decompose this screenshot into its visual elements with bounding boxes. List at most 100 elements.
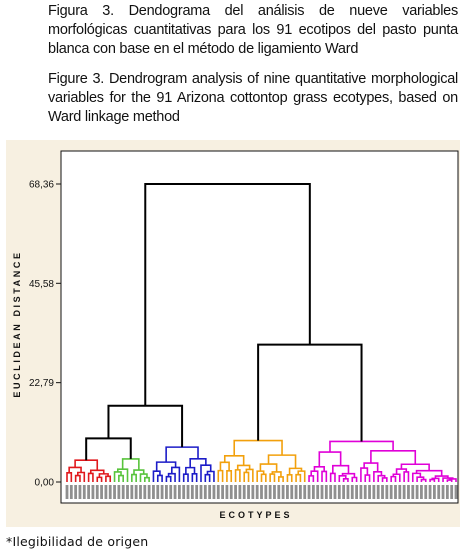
dendrogram-link bbox=[256, 470, 265, 482]
dendrogram-link bbox=[434, 475, 449, 479]
leaf-label bbox=[337, 485, 341, 499]
leaf-label bbox=[221, 485, 224, 499]
leaf-label bbox=[415, 485, 419, 499]
leaf-label bbox=[346, 485, 350, 499]
dendrogram-link bbox=[370, 450, 417, 465]
dendrogram-link bbox=[416, 476, 425, 482]
dendrogram-link bbox=[182, 473, 189, 482]
dendrogram-link bbox=[121, 458, 140, 471]
leaf-label bbox=[333, 485, 337, 499]
dendrogram-link bbox=[308, 475, 315, 482]
leaf-label bbox=[208, 485, 212, 499]
y-tick-label: 68,36 bbox=[29, 180, 54, 191]
dendrogram-link bbox=[400, 463, 430, 471]
dendrogram-link bbox=[68, 466, 82, 473]
leaf-label bbox=[290, 485, 294, 499]
dendrogram-link bbox=[118, 474, 124, 482]
leaf-label bbox=[398, 485, 402, 499]
leaf-label bbox=[234, 485, 237, 499]
leaf-label bbox=[450, 485, 454, 499]
leaf-label bbox=[264, 485, 268, 499]
dendrogram-link bbox=[200, 464, 212, 482]
leaf-label bbox=[260, 485, 263, 499]
x-axis-label: ECOTYPES bbox=[219, 510, 292, 520]
leaf-label bbox=[394, 485, 397, 499]
leaf-label bbox=[277, 485, 281, 499]
leaf-label bbox=[78, 485, 82, 499]
leaf-label bbox=[454, 485, 458, 499]
leaf-label bbox=[329, 485, 333, 499]
dendrogram-link bbox=[448, 478, 457, 482]
leaf-label bbox=[432, 485, 436, 499]
leaf-label bbox=[203, 485, 207, 499]
dendrogram-link bbox=[329, 440, 394, 453]
dendrogram-link bbox=[77, 471, 86, 482]
leaf-label bbox=[324, 485, 328, 499]
leaf-label bbox=[160, 485, 164, 499]
leaf-label bbox=[286, 485, 289, 499]
leaf-label bbox=[143, 485, 147, 499]
leaf-label bbox=[199, 485, 203, 499]
leaf-label bbox=[134, 485, 138, 499]
dendrogram-link bbox=[295, 473, 302, 482]
leaf-label bbox=[342, 485, 346, 499]
dendrogram-link bbox=[351, 476, 358, 482]
dendrogram-link bbox=[116, 468, 129, 482]
dendrogram-merge-link bbox=[257, 343, 363, 442]
y-axis-label: EUCLIDEAN DISTANCE bbox=[12, 250, 22, 397]
leaf-label bbox=[190, 485, 194, 499]
dendrogram-link bbox=[338, 474, 347, 482]
dendrogram-link bbox=[442, 477, 454, 482]
dendrogram-link bbox=[286, 474, 293, 482]
leaf-label bbox=[104, 485, 108, 499]
leaf-label bbox=[299, 485, 302, 499]
y-tick-label: 22,79 bbox=[29, 378, 54, 389]
leaf-label bbox=[229, 485, 233, 499]
leaf-label bbox=[350, 485, 354, 499]
leaf-label bbox=[385, 485, 389, 499]
dendrogram-link bbox=[420, 478, 427, 482]
leaf-label bbox=[195, 485, 199, 499]
dendrogram-link bbox=[113, 471, 122, 482]
leaf-label bbox=[402, 485, 406, 499]
dendrogram-link bbox=[66, 471, 73, 482]
dendrogram-link bbox=[226, 469, 233, 482]
leaf-label bbox=[113, 485, 116, 499]
leaf-label bbox=[87, 485, 91, 499]
dendrogram-link bbox=[395, 468, 408, 475]
dendrogram-link bbox=[165, 446, 199, 463]
leaf-label bbox=[307, 485, 311, 499]
y-tick-label: 0,00 bbox=[35, 478, 55, 489]
footnote: *Ilegibilidad de origen bbox=[6, 534, 149, 549]
dendrogram-link bbox=[446, 479, 453, 482]
leaf-label bbox=[420, 485, 423, 499]
leaf-label bbox=[130, 485, 134, 499]
leaf-label bbox=[407, 485, 410, 499]
dendrogram-link bbox=[373, 470, 383, 482]
leaf-label bbox=[139, 485, 142, 499]
leaf-label bbox=[95, 485, 99, 499]
leaf-label bbox=[445, 485, 449, 499]
leaf-label bbox=[268, 485, 272, 499]
leaf-label bbox=[169, 485, 173, 499]
caption-spanish: Figura 3. Dendograma del análisis de nue… bbox=[48, 3, 458, 57]
leaf-label bbox=[368, 485, 371, 499]
dendrogram-link bbox=[204, 473, 211, 482]
leaf-label bbox=[316, 485, 320, 499]
leaf-label bbox=[428, 485, 432, 499]
dendrogram-link bbox=[74, 459, 99, 471]
plot-area bbox=[60, 150, 459, 504]
dendrogram-link bbox=[189, 458, 207, 468]
dendrogram-link bbox=[223, 455, 245, 466]
leaf-label bbox=[126, 485, 129, 499]
dendrogram-link bbox=[269, 473, 276, 482]
leaf-label bbox=[177, 485, 181, 499]
leaf-label bbox=[247, 485, 250, 499]
dendrogram-link bbox=[167, 472, 176, 482]
dendrogram-link bbox=[89, 469, 105, 474]
leaf-label bbox=[251, 485, 255, 499]
leaf-label bbox=[216, 485, 220, 499]
dendrogram-link bbox=[364, 474, 371, 482]
leaf-label bbox=[381, 485, 384, 499]
y-tick-label: 45,58 bbox=[29, 279, 54, 290]
